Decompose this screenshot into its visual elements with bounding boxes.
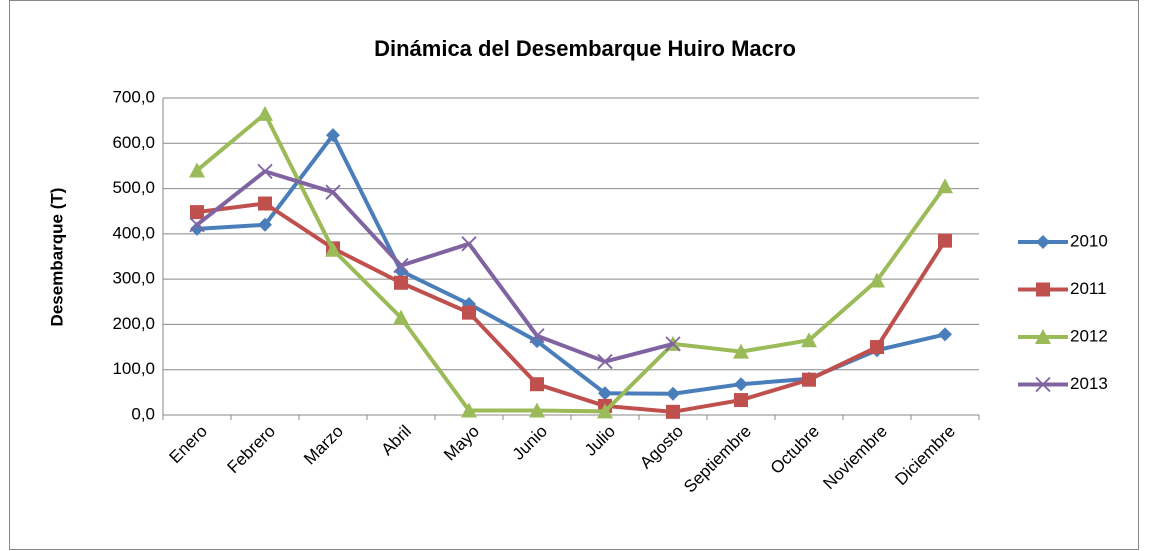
data-point bbox=[189, 162, 205, 178]
data-point bbox=[733, 343, 749, 359]
data-point bbox=[190, 205, 204, 220]
data-point bbox=[598, 386, 612, 401]
data-point bbox=[529, 328, 545, 344]
data-point bbox=[257, 105, 273, 121]
data-point bbox=[597, 403, 613, 419]
legend-marker bbox=[1035, 376, 1051, 393]
y-tick-label: 0,0 bbox=[131, 404, 155, 423]
y-tick-label: 500,0 bbox=[112, 178, 155, 197]
y-tick-label: 600,0 bbox=[112, 133, 155, 152]
series-line bbox=[196, 201, 947, 414]
data-point bbox=[326, 128, 340, 143]
legend-label: 2010 bbox=[1070, 231, 1108, 250]
data-point bbox=[938, 327, 952, 342]
data-point bbox=[257, 163, 273, 179]
legend-label: 2012 bbox=[1070, 326, 1108, 345]
data-point bbox=[869, 272, 885, 288]
data-point bbox=[461, 402, 477, 418]
data-point bbox=[258, 196, 272, 211]
y-axis-label: Desembarque (T) bbox=[47, 188, 66, 327]
chart-frame bbox=[9, 0, 1139, 550]
data-point bbox=[325, 241, 341, 257]
legend-marker bbox=[1035, 329, 1051, 344]
data-point bbox=[938, 233, 952, 248]
data-point bbox=[530, 377, 544, 392]
y-tick-label: 700,0 bbox=[112, 87, 155, 106]
y-tick-label: 200,0 bbox=[112, 314, 155, 333]
data-point bbox=[394, 275, 408, 290]
data-point bbox=[462, 305, 476, 320]
data-point bbox=[870, 340, 884, 355]
data-point bbox=[190, 221, 204, 236]
y-tick-label: 100,0 bbox=[112, 359, 155, 378]
data-point bbox=[734, 377, 748, 392]
legend-label: 2011 bbox=[1070, 279, 1107, 298]
y-tick-label: 400,0 bbox=[112, 223, 155, 242]
data-point bbox=[461, 236, 477, 252]
data-point bbox=[529, 402, 545, 418]
data-point bbox=[937, 178, 953, 194]
data-point bbox=[394, 263, 408, 278]
series-line bbox=[195, 111, 947, 414]
data-point bbox=[393, 309, 409, 325]
data-point bbox=[597, 353, 613, 370]
data-point bbox=[189, 217, 205, 233]
legend-marker bbox=[1036, 235, 1050, 249]
chart-title: Dinámica del Desembarque Huiro Macro bbox=[374, 36, 796, 61]
series-line bbox=[195, 169, 674, 364]
legend-label: 2013 bbox=[1070, 374, 1108, 393]
data-point bbox=[801, 332, 817, 348]
data-point bbox=[393, 257, 409, 274]
data-point bbox=[665, 336, 681, 352]
legend-marker bbox=[1036, 282, 1050, 297]
y-tick-label: 300,0 bbox=[112, 269, 155, 288]
data-point bbox=[258, 217, 272, 232]
data-point bbox=[666, 404, 680, 419]
data-point bbox=[802, 372, 816, 387]
data-point bbox=[734, 393, 748, 408]
data-point bbox=[325, 184, 341, 200]
data-point bbox=[666, 386, 680, 401]
